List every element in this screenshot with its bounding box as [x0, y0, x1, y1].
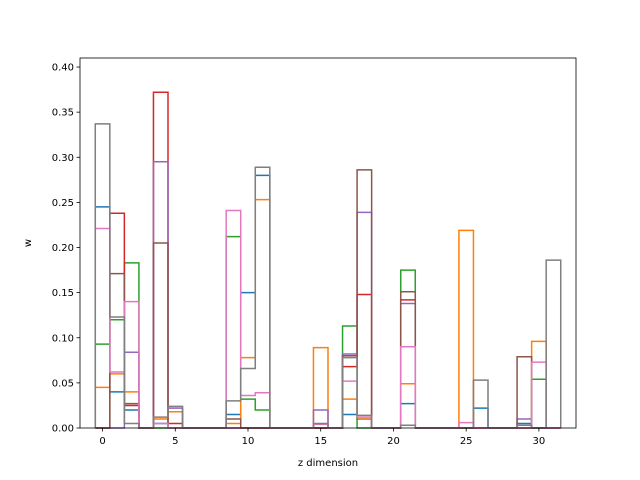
y-tick-label: 0.00 [52, 424, 74, 435]
y-tick-label: 0.10 [52, 333, 74, 344]
x-tick-label: 10 [242, 436, 255, 447]
x-tick-label: 25 [460, 436, 473, 447]
y-tick-label: 0.40 [52, 63, 74, 74]
series-8-step-line [94, 123, 562, 429]
x-tick-label: 0 [99, 436, 105, 447]
x-tick-label: 20 [387, 436, 400, 447]
x-tick-label: 15 [314, 436, 327, 447]
y-axis-ticks: 0.00 0.05 0.10 0.15 0.20 0.25 0.30 0.35 0.40 [52, 63, 80, 435]
axes-frame [79, 57, 577, 429]
y-tick-label: 0.15 [52, 288, 74, 299]
y-tick-label: 0.20 [52, 243, 74, 254]
y-tick-label: 0.25 [52, 198, 74, 209]
x-axis-label: z dimension [298, 458, 358, 469]
y-axis-label: w [23, 239, 34, 247]
x-tick-label: 30 [533, 436, 546, 447]
y-tick-label: 0.35 [52, 108, 74, 119]
y-tick-label: 0.30 [52, 153, 74, 164]
x-axis-ticks: 0 5 10 15 20 25 30 [99, 428, 545, 447]
y-tick-label: 0.05 [52, 378, 74, 389]
x-tick-label: 5 [172, 436, 178, 447]
